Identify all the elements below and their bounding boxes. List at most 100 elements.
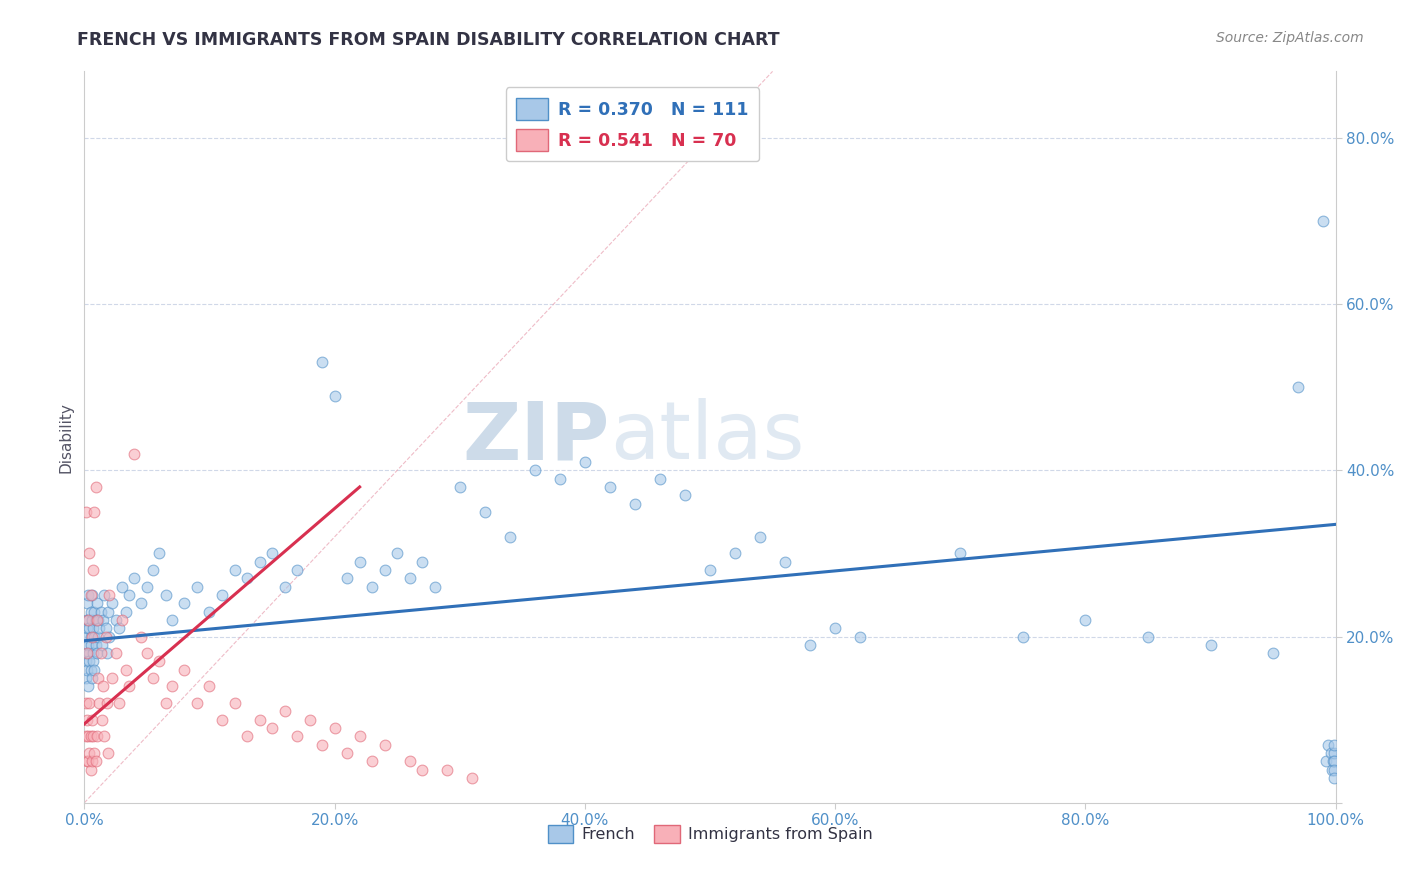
Point: [136, 580, 159, 594]
Point: [124, 447, 146, 461]
Point: [186, 696, 208, 710]
Point: [236, 729, 259, 743]
Point: [799, 638, 821, 652]
Text: Source: ZipAtlas.com: Source: ZipAtlas.com: [1216, 31, 1364, 45]
Point: [111, 580, 134, 594]
Point: [79, 729, 101, 743]
Point: [624, 497, 647, 511]
Text: ZIP: ZIP: [463, 398, 610, 476]
Point: [97, 605, 120, 619]
Point: [198, 680, 221, 694]
Point: [80, 588, 103, 602]
Point: [87, 671, 110, 685]
Point: [949, 546, 972, 560]
Point: [118, 680, 141, 694]
Point: [101, 671, 124, 685]
Point: [79, 638, 101, 652]
Point: [1199, 638, 1222, 652]
Point: [77, 613, 100, 627]
Point: [849, 630, 872, 644]
Point: [411, 763, 433, 777]
Point: [224, 563, 246, 577]
Point: [361, 754, 384, 768]
Point: [423, 580, 446, 594]
Point: [82, 621, 104, 635]
Point: [673, 488, 696, 502]
Point: [75, 505, 97, 519]
Point: [82, 563, 104, 577]
Point: [77, 588, 100, 602]
Point: [1263, 646, 1285, 660]
Point: [1315, 754, 1337, 768]
Point: [374, 563, 396, 577]
Point: [79, 655, 101, 669]
Point: [79, 746, 101, 760]
Point: [773, 555, 796, 569]
Point: [298, 713, 321, 727]
Point: [79, 646, 101, 660]
Point: [76, 621, 98, 635]
Point: [474, 505, 496, 519]
Point: [1323, 754, 1346, 768]
Point: [82, 646, 104, 660]
Point: [136, 646, 159, 660]
Point: [83, 505, 105, 519]
Point: [648, 472, 671, 486]
Point: [87, 613, 110, 627]
Point: [398, 754, 420, 768]
Point: [77, 729, 100, 743]
Point: [1012, 630, 1035, 644]
Point: [90, 638, 112, 652]
Point: [76, 754, 98, 768]
Point: [93, 588, 115, 602]
Point: [186, 580, 208, 594]
Point: [1323, 746, 1346, 760]
Point: [160, 613, 183, 627]
Point: [83, 605, 105, 619]
Point: [80, 630, 103, 644]
Point: [97, 746, 120, 760]
Point: [104, 646, 127, 660]
Point: [699, 563, 721, 577]
Point: [499, 530, 522, 544]
Point: [77, 613, 100, 627]
Point: [79, 630, 101, 644]
Point: [148, 655, 170, 669]
Point: [76, 596, 98, 610]
Point: [86, 613, 108, 627]
Point: [79, 763, 101, 777]
Point: [349, 555, 371, 569]
Point: [262, 721, 284, 735]
Point: [749, 530, 772, 544]
Point: [361, 580, 384, 594]
Point: [398, 571, 420, 585]
Point: [108, 621, 131, 635]
Point: [1322, 754, 1344, 768]
Point: [90, 605, 112, 619]
Point: [336, 571, 359, 585]
Point: [93, 729, 115, 743]
Point: [89, 621, 111, 635]
Point: [155, 588, 177, 602]
Point: [101, 596, 124, 610]
Point: [86, 729, 108, 743]
Point: [173, 596, 195, 610]
Point: [75, 630, 97, 644]
Point: [411, 555, 433, 569]
Point: [1319, 746, 1341, 760]
Point: [155, 696, 177, 710]
Point: [79, 621, 101, 635]
Point: [273, 580, 295, 594]
Point: [385, 546, 409, 560]
Point: [336, 746, 359, 760]
Point: [84, 480, 107, 494]
Point: [98, 630, 121, 644]
Point: [1317, 738, 1340, 752]
Point: [79, 605, 101, 619]
Point: [285, 563, 308, 577]
Point: [118, 588, 141, 602]
Point: [76, 646, 98, 660]
Point: [80, 671, 103, 685]
Point: [76, 646, 98, 660]
Point: [89, 696, 111, 710]
